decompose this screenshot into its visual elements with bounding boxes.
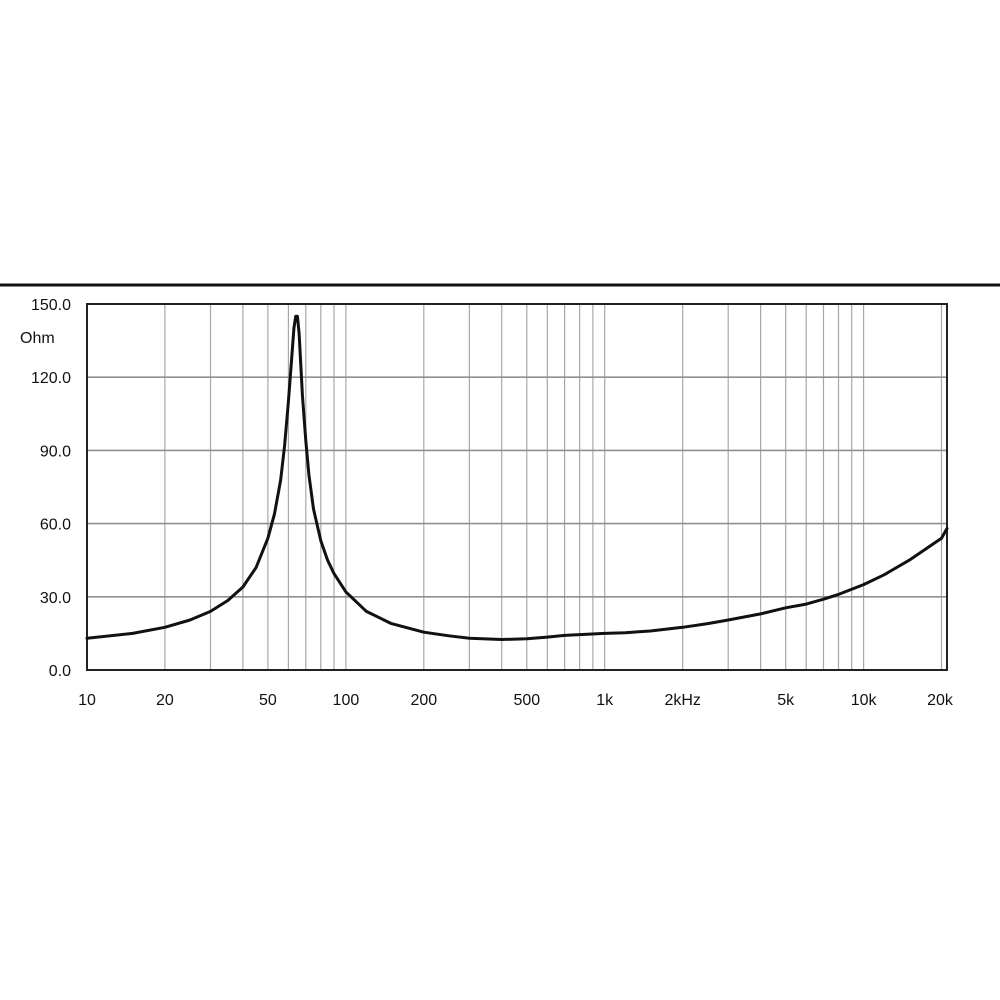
impedance-curve (85, 314, 949, 641)
y-tick-label: 60.0 (40, 517, 71, 534)
x-axis-ticks: 10 20 50 100 200 500 1k 2kHz 5k 10k 20k (78, 692, 954, 709)
x-tick-label: 20 (156, 692, 174, 709)
x-tick-label: 200 (410, 692, 437, 709)
y-tick-label: 90.0 (40, 443, 71, 460)
x-tick-label: 10k (851, 692, 878, 709)
y-tick-label: 120.0 (31, 370, 71, 387)
x-tick-label: 20k (927, 692, 954, 709)
x-tick-label: 50 (259, 692, 277, 709)
x-tick-label: 500 (513, 692, 540, 709)
y-tick-label: 150.0 (31, 297, 71, 314)
y-axis-ticks: 0.0 30.0 60.0 90.0 120.0 150.0 (31, 297, 71, 680)
x-tick-label: 10 (78, 692, 96, 709)
y-tick-label: 0.0 (49, 663, 71, 680)
plot-frame (86, 303, 948, 671)
y-axis-unit-label: Ohm (20, 330, 55, 347)
x-tick-label: 5k (777, 692, 795, 709)
x-tick-label: 1k (596, 692, 614, 709)
x-tick-label: 2kHz (664, 692, 700, 709)
x-tick-label: 100 (333, 692, 360, 709)
y-tick-label: 30.0 (40, 590, 71, 607)
